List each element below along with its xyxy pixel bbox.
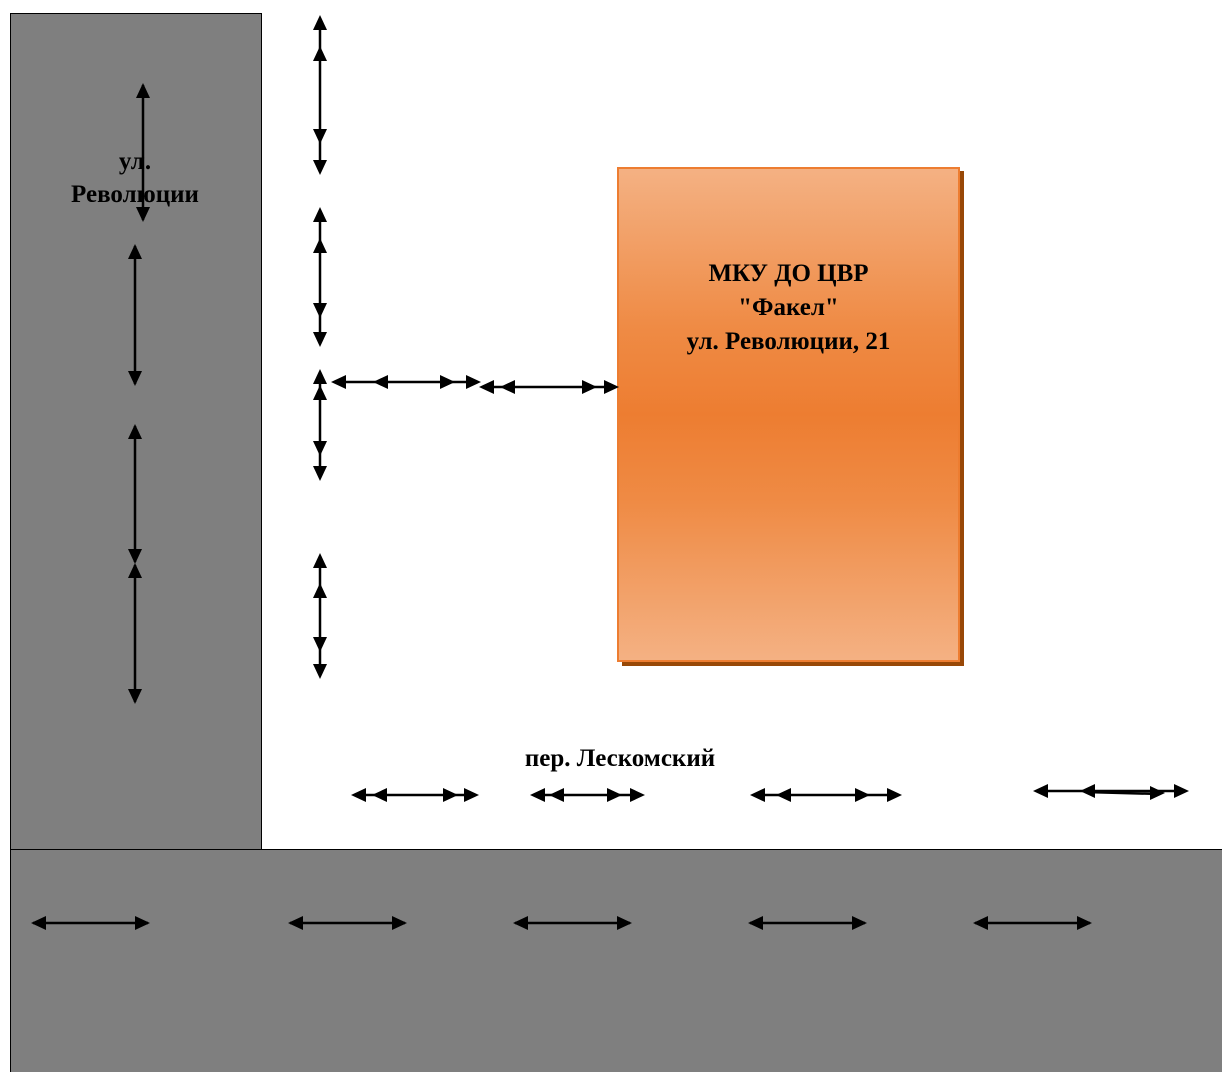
two-way-traffic-arrow-icon bbox=[136, 83, 150, 222]
two-way-traffic-arrow-icon bbox=[513, 916, 632, 930]
pedestrian-route-arrow-icon bbox=[313, 15, 327, 175]
pedestrian-route-to-building bbox=[331, 375, 619, 394]
building-mku-do-cvr-fakel: МКУ ДО ЦВР "Факел" ул. Революции, 21 bbox=[617, 167, 960, 662]
two-way-traffic-arrow-icon bbox=[128, 424, 142, 564]
pedestrian-route-arrow-icon bbox=[479, 380, 619, 394]
two-way-traffic-arrow-icon bbox=[288, 916, 407, 930]
pedestrian-route-arrow-icon bbox=[1033, 784, 1189, 800]
pedestrian-route-arrow-icon bbox=[313, 369, 327, 481]
building-address-line: ул. Революции, 21 bbox=[686, 328, 891, 355]
two-way-traffic-arrow-icon bbox=[973, 916, 1092, 930]
pedestrian-route-arrow-icon bbox=[331, 375, 481, 389]
traffic-arrows-revolucii bbox=[128, 83, 150, 704]
pedestrian-route-arrow-icon bbox=[530, 788, 645, 802]
pedestrian-route-arrow-icon bbox=[313, 207, 327, 347]
pedestrian-route-arrow-icon bbox=[313, 553, 327, 679]
two-way-traffic-arrow-icon bbox=[31, 916, 150, 930]
street-revolucii-label: ул. Революции bbox=[71, 148, 199, 208]
traffic-arrows-leskomsky bbox=[31, 916, 1092, 930]
building-name-line: МКУ ДО ЦВР bbox=[708, 260, 869, 287]
building-label: МКУ ДО ЦВР "Факел" ул. Революции, 21 bbox=[619, 257, 958, 359]
two-way-traffic-arrow-icon bbox=[128, 244, 142, 386]
building-subtitle-line: "Факел" bbox=[738, 294, 839, 321]
pedestrian-route-horizontal bbox=[351, 784, 1189, 802]
pedestrian-route-vertical bbox=[313, 15, 327, 679]
pedestrian-route-arrow-icon bbox=[351, 788, 479, 802]
pedestrian-route-arrow-icon bbox=[750, 788, 902, 802]
two-way-traffic-arrow-icon bbox=[128, 563, 142, 704]
lane-leskomsky-road bbox=[10, 849, 1222, 1072]
two-way-traffic-arrow-icon bbox=[748, 916, 867, 930]
lane-leskomsky-label: пер. Лескомский bbox=[524, 745, 716, 772]
